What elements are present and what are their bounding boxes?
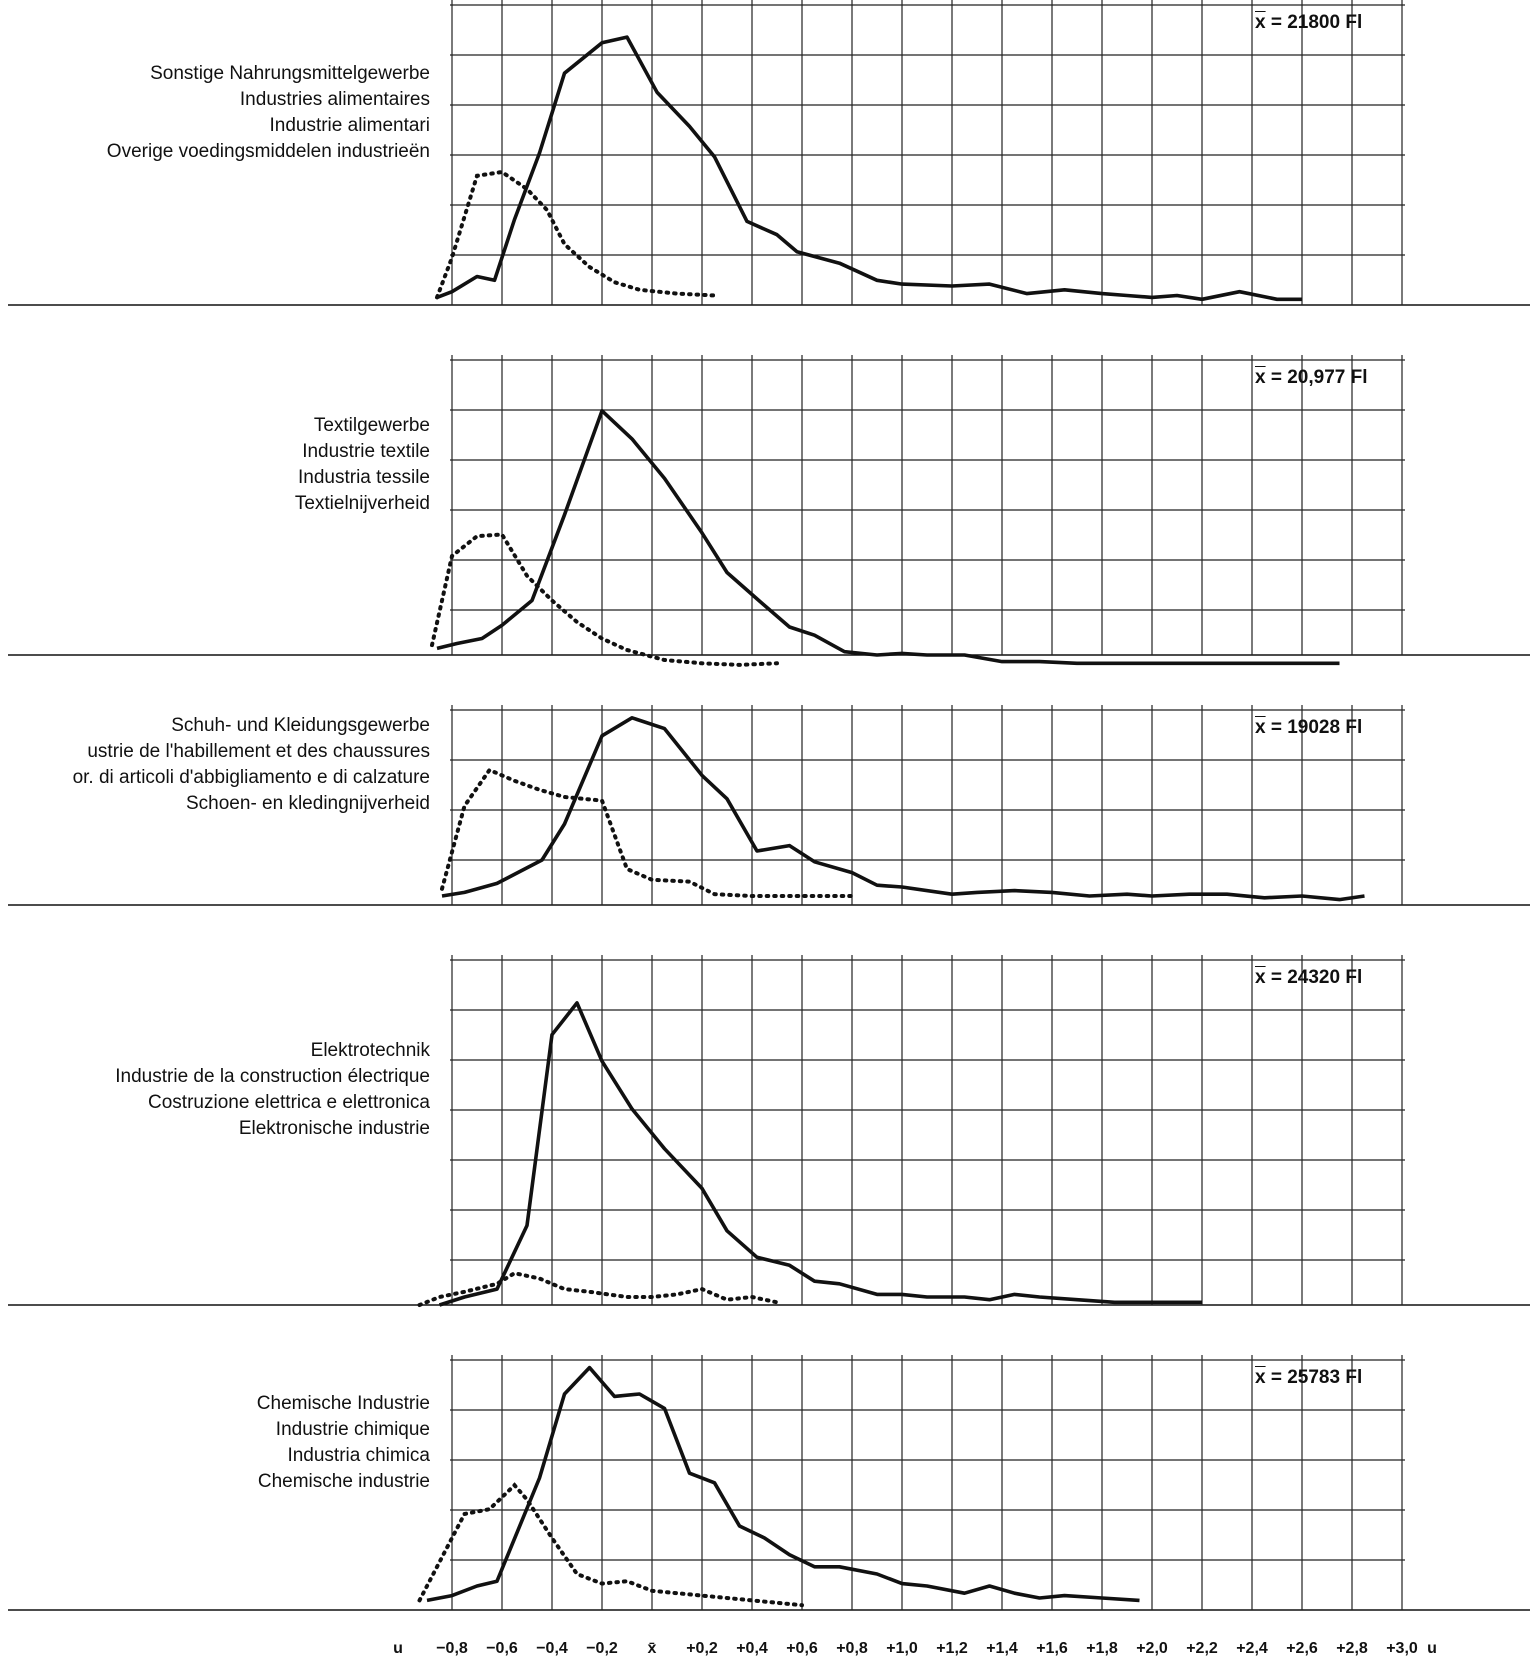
x-tick-label: +1,8 (1086, 1640, 1118, 1657)
panel-industry-label: Textilgewerbe Industrie textile Industria … (0, 413, 430, 517)
mean-symbol: x (1255, 1367, 1266, 1388)
industry-label-line: Elektrotechnik (310, 1040, 430, 1061)
industry-label-line: Chemische Industrie (256, 1392, 430, 1414)
mean-wage-label: x = 19028 Fl (1255, 717, 1362, 739)
industry-label-line: Industria tessile (297, 467, 430, 488)
x-tick-label: x̄ (647, 1640, 657, 1657)
industry-label-line: Textielnijverheid (294, 493, 430, 514)
mean-symbol: x (1255, 367, 1266, 388)
industry-label-line: Schuh- und Kleidungsgewerbe (171, 715, 430, 736)
panel-industry-label: Chemische Industrie Industrie chimique Ind… (0, 1391, 430, 1495)
x-tick-label: −0,4 (536, 1640, 568, 1657)
industry-label-line: Costruzione elettrica e elettronica (148, 1092, 430, 1113)
mean-value: = 21800 Fl (1265, 12, 1363, 33)
industry-label-line: ustrie de l'habillement et des chaussure… (87, 741, 430, 762)
industry-label-line: Schoen- en kledingnijverheid (186, 793, 430, 814)
x-tick-label: +0,4 (736, 1640, 768, 1657)
series-solid-line (436, 408, 1340, 666)
series-dotted-line (435, 169, 717, 300)
mean-value: = 20,977 Fl (1265, 367, 1368, 388)
x-tick-label: −0,2 (586, 1640, 618, 1657)
industry-label-line: or. di articoli d'abbigliamento e di cal… (72, 767, 430, 788)
x-tick-label: +1,6 (1036, 1640, 1068, 1657)
x-tick-label: +1,2 (936, 1640, 968, 1657)
industry-label-line: Chemische industrie (257, 1470, 430, 1492)
industry-label-line: Industrie chimique (275, 1418, 430, 1440)
mean-value: = 24320 Fl (1265, 967, 1363, 988)
x-tick-label: +0,2 (686, 1640, 718, 1657)
mean-value: = 19028 Fl (1265, 717, 1363, 738)
industry-label-line: Textilgewerbe (313, 415, 430, 436)
x-tick-label: +3,0 (1386, 1640, 1418, 1657)
x-tick-label: +2,2 (1186, 1640, 1218, 1657)
mean-symbol: x (1255, 12, 1266, 33)
series-dotted-line (440, 767, 854, 898)
panel-industry-label: Sonstige Nahrungsmittelgewerbe Industries… (0, 61, 430, 165)
x-tick-label: +2,8 (1336, 1640, 1368, 1657)
x-tick-label: −0,8 (436, 1640, 468, 1657)
mean-symbol: x (1255, 717, 1266, 738)
mean-wage-label: x = 20,977 Fl (1255, 367, 1368, 389)
industry-label-line: Industrie textile (302, 441, 430, 462)
mean-wage-label: x = 21800 Fl (1255, 12, 1362, 34)
series-solid-line (441, 715, 1365, 902)
series-dotted-line (430, 532, 779, 667)
mean-value: = 25783 Fl (1265, 1367, 1363, 1388)
panel-industry-label: Schuh- und Kleidungsgewerbe ustrie de l'h… (0, 713, 430, 817)
industry-label-line: Industria chimica (287, 1444, 430, 1466)
x-tick-label: +1,0 (886, 1640, 918, 1657)
mean-wage-label: x = 25783 Fl (1255, 1367, 1362, 1389)
series-solid-line (436, 35, 1302, 302)
x-tick-label: +0,6 (786, 1640, 818, 1657)
x-tick-label: +2,4 (1236, 1640, 1268, 1657)
mean-wage-label: x = 24320 Fl (1255, 967, 1362, 989)
industry-label-line: Overige voedingsmiddelen industrieën (106, 140, 430, 162)
industry-label-line: Industrie alimentari (269, 114, 430, 136)
industry-label-line: Industries alimentaires (239, 88, 430, 110)
industry-label-line: Elektronische industrie (238, 1118, 430, 1139)
x-tick-label: +0,8 (836, 1640, 868, 1657)
axis-unit-label-right: u (1427, 1640, 1437, 1657)
industry-label-line: Sonstige Nahrungsmittelgewerbe (150, 62, 430, 84)
axis-unit-label-left: u (393, 1640, 403, 1657)
industry-label-line: Industrie de la construction électrique (115, 1066, 430, 1087)
series-dotted-line (417, 1271, 779, 1307)
series-solid-line (438, 1001, 1202, 1307)
panel-industry-label: Elektrotechnik Industrie de la constructi… (0, 1038, 430, 1142)
x-tick-label: +1,4 (986, 1640, 1018, 1657)
x-tick-label: +2,0 (1136, 1640, 1168, 1657)
series-solid-line (426, 1365, 1140, 1603)
x-tick-label: −0,6 (486, 1640, 518, 1657)
x-axis-labels: u u −0,8 −0,6 −0,4 −0,2 x̄ +0,2 +0,4 +0,6 +0,8 +1… (0, 1640, 1535, 1662)
x-tick-label: +2,6 (1286, 1640, 1318, 1657)
mean-symbol: x (1255, 967, 1266, 988)
